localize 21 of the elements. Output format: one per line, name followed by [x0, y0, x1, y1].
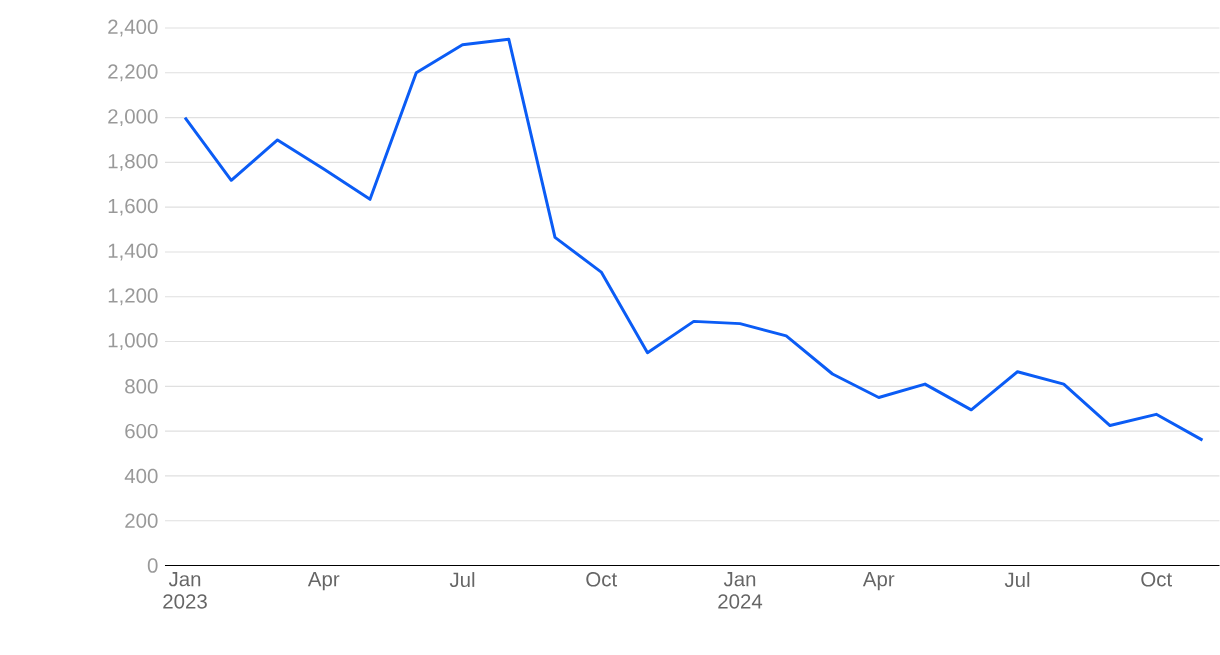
y-tick-label: 1,200	[108, 288, 158, 306]
x-tick-label: Jul	[1004, 572, 1030, 588]
x-tick-label: Oct	[586, 572, 618, 587]
x-tick-label: Oct	[1141, 572, 1173, 587]
y-tick-label: 1,400	[108, 243, 158, 261]
x-tick-label: Apr	[862, 572, 895, 591]
x-tick-label: Jul	[449, 572, 475, 588]
y-tick-label: 0	[147, 558, 158, 573]
y-tick-label: 800	[125, 379, 158, 394]
y-tick-label: 1,000	[108, 333, 158, 350]
y-tick-label: 1,600	[108, 198, 158, 216]
y-tick-label: 400	[124, 468, 158, 484]
x-tick-label: Apr	[307, 572, 340, 591]
y-tick-label: 2,200	[108, 64, 158, 82]
y-tick-label: 2,000	[108, 109, 158, 126]
y-tick-label: 2,400	[108, 19, 158, 37]
y-tick-label: 200	[125, 513, 158, 528]
y-tick-label: 600	[125, 423, 158, 439]
x-tick-label: Jan 2024	[718, 572, 763, 609]
y-tick-label: 1,800	[108, 153, 158, 171]
x-tick-label: Jan 2023	[163, 572, 207, 609]
